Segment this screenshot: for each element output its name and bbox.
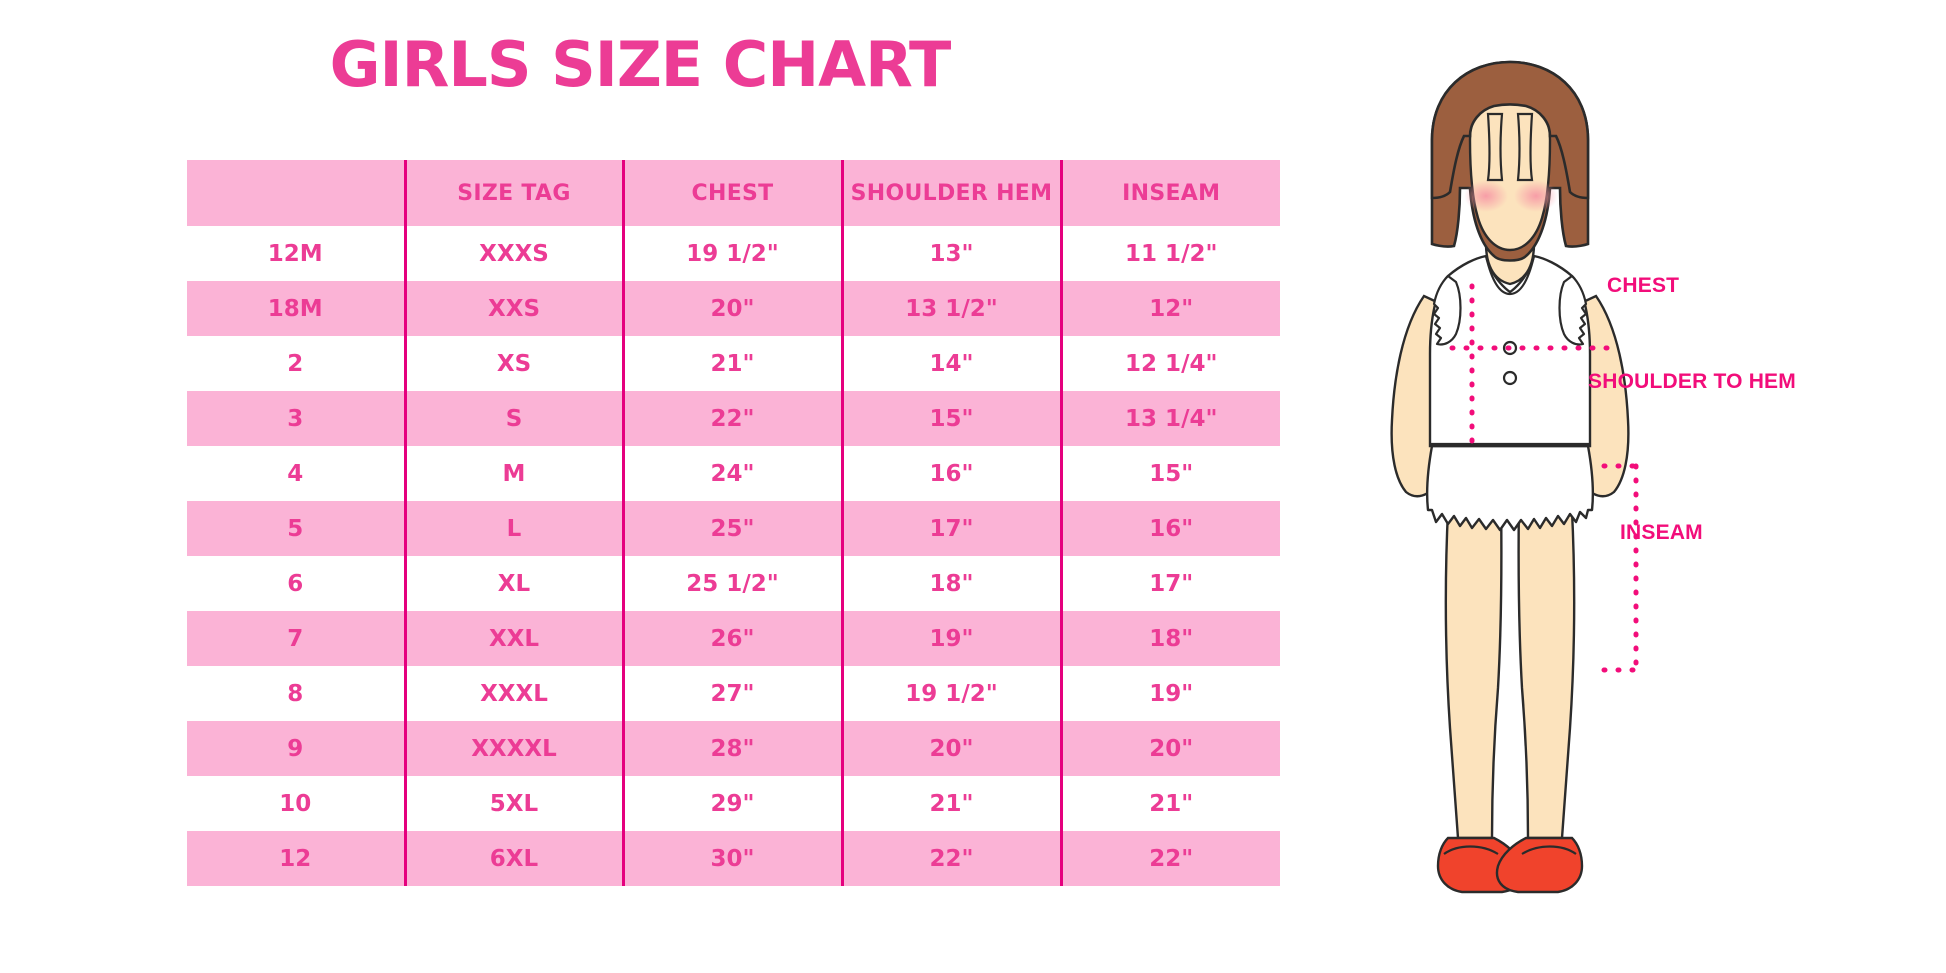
table-row: 8 XXXL 27" 19 1/2" 19" — [187, 666, 1280, 721]
table-row: 12 6XL 30" 22" 22" — [187, 831, 1280, 886]
cell-inseam: 19" — [1059, 666, 1280, 721]
cell-size: 6 — [187, 556, 405, 611]
cell-size: 3 — [187, 391, 405, 446]
cell-size: 8 — [187, 666, 405, 721]
cell-chest: 21" — [621, 336, 842, 391]
table-row: 12M XXXS 19 1/2" 13" 11 1/2" — [187, 226, 1280, 281]
girl-illustration — [1340, 48, 1680, 938]
table-row: 18M XXS 20" 13 1/2" 12" — [187, 281, 1280, 336]
table-row: 7 XXL 26" 19" 18" — [187, 611, 1280, 666]
cell-inseam: 12 1/4" — [1059, 336, 1280, 391]
table-row: 3 S 22" 15" 13 1/4" — [187, 391, 1280, 446]
cell-inseam: 17" — [1059, 556, 1280, 611]
button-lower — [1502, 370, 1518, 386]
cell-size-tag: XXXL — [403, 666, 623, 721]
column-header-size — [187, 160, 405, 226]
cell-size: 7 — [187, 611, 405, 666]
cell-shoulder-hem: 18" — [840, 556, 1061, 611]
shoes — [1436, 836, 1584, 894]
callout-label-chest: CHEST — [1607, 274, 1680, 297]
cell-size: 5 — [187, 501, 405, 556]
table-row: 4 M 24" 16" 15" — [187, 446, 1280, 501]
table-body: 12M XXXS 19 1/2" 13" 11 1/2" 18M XXS 20" 13 1/2"… — [187, 226, 1280, 886]
cell-chest: 30" — [621, 831, 842, 886]
cell-chest: 29" — [621, 776, 842, 831]
cell-shoulder-hem: 22" — [840, 831, 1061, 886]
column-header-inseam: INSEAM — [1059, 160, 1280, 226]
cell-chest: 28" — [621, 721, 842, 776]
cell-shoulder-hem: 19" — [840, 611, 1061, 666]
cell-shoulder-hem: 16" — [840, 446, 1061, 501]
cell-size-tag: XXXXL — [403, 721, 623, 776]
blush-right — [1514, 180, 1558, 212]
cell-size: 4 — [187, 446, 405, 501]
cell-size: 18M — [187, 281, 405, 336]
girl-figure-svg — [1390, 60, 1643, 894]
cell-chest: 24" — [621, 446, 842, 501]
cell-shoulder-hem: 20" — [840, 721, 1061, 776]
cell-shoulder-hem: 21" — [840, 776, 1061, 831]
cell-size: 2 — [187, 336, 405, 391]
cell-size-tag: 5XL — [403, 776, 623, 831]
cell-shoulder-hem: 15" — [840, 391, 1061, 446]
cell-size: 10 — [187, 776, 405, 831]
callout-label-inseam: INSEAM — [1620, 521, 1703, 544]
cell-size-tag: XL — [403, 556, 623, 611]
cell-shoulder-hem: 14" — [840, 336, 1061, 391]
cell-size: 12M — [187, 226, 405, 281]
cell-shoulder-hem: 13" — [840, 226, 1061, 281]
cell-inseam: 13 1/4" — [1059, 391, 1280, 446]
cell-inseam: 18" — [1059, 611, 1280, 666]
cell-size-tag: XXXS — [403, 226, 623, 281]
cell-shoulder-hem: 17" — [840, 501, 1061, 556]
cell-inseam: 12" — [1059, 281, 1280, 336]
cell-inseam: 15" — [1059, 446, 1280, 501]
size-table-container: SIZE TAG CHEST SHOULDER HEM INSEAM 12M XX… — [187, 160, 1280, 886]
measure-guides — [1449, 283, 1643, 675]
callout-label-shoulder-to-hem: SHOULDER TO HEM — [1588, 370, 1796, 393]
column-header-shoulder-hem: SHOULDER HEM — [840, 160, 1061, 226]
cell-chest: 25 1/2" — [621, 556, 842, 611]
cell-shoulder-hem: 13 1/2" — [840, 281, 1061, 336]
cell-size-tag: L — [403, 501, 623, 556]
table-header: SIZE TAG CHEST SHOULDER HEM INSEAM — [187, 160, 1280, 226]
cell-size-tag: 6XL — [403, 831, 623, 886]
cell-size: 12 — [187, 831, 405, 886]
cell-size-tag: M — [403, 446, 623, 501]
cell-size: 9 — [187, 721, 405, 776]
cell-inseam: 16" — [1059, 501, 1280, 556]
cell-chest: 27" — [621, 666, 842, 721]
table-row: 6 XL 25 1/2" 18" 17" — [187, 556, 1280, 611]
cell-chest: 19 1/2" — [621, 226, 842, 281]
cell-chest: 26" — [621, 611, 842, 666]
head — [1430, 60, 1590, 286]
cell-chest: 22" — [621, 391, 842, 446]
cell-inseam: 11 1/2" — [1059, 226, 1280, 281]
table-row: 9 XXXXL 28" 20" 20" — [187, 721, 1280, 776]
table-row: 2 XS 21" 14" 12 1/4" — [187, 336, 1280, 391]
skirt — [1426, 444, 1594, 532]
legs — [1444, 446, 1576, 840]
page-title: GIRLS SIZE CHART — [329, 28, 952, 101]
column-header-chest: CHEST — [621, 160, 842, 226]
table-header-row: SIZE TAG CHEST SHOULDER HEM INSEAM — [187, 160, 1280, 226]
cell-chest: 20" — [621, 281, 842, 336]
size-table: SIZE TAG CHEST SHOULDER HEM INSEAM 12M XX… — [187, 160, 1280, 886]
blush-left — [1464, 180, 1508, 212]
cell-size-tag: S — [403, 391, 623, 446]
cell-size-tag: XXS — [403, 281, 623, 336]
table-row: 5 L 25" 17" 16" — [187, 501, 1280, 556]
cell-chest: 25" — [621, 501, 842, 556]
cell-inseam: 21" — [1059, 776, 1280, 831]
cell-inseam: 20" — [1059, 721, 1280, 776]
cell-inseam: 22" — [1059, 831, 1280, 886]
cell-size-tag: XXL — [403, 611, 623, 666]
cell-size-tag: XS — [403, 336, 623, 391]
table-row: 10 5XL 29" 21" 21" — [187, 776, 1280, 831]
column-header-size-tag: SIZE TAG — [403, 160, 623, 226]
cell-shoulder-hem: 19 1/2" — [840, 666, 1061, 721]
